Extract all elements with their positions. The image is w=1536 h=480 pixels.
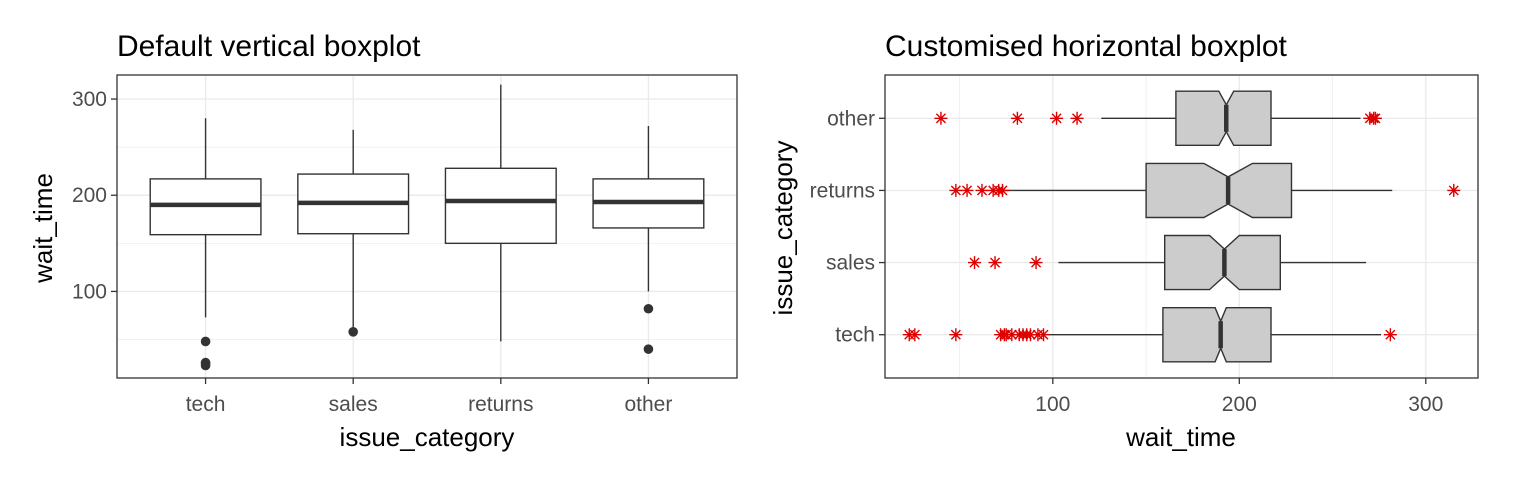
chart-title: Customised horizontal boxplot (885, 30, 1288, 63)
outlier-point (968, 256, 982, 270)
axis-ticks: 100 200 300 tech sales returns other (72, 88, 672, 416)
outlier-point (643, 303, 654, 314)
box-returns (949, 162, 1461, 219)
outlier-point (348, 327, 358, 337)
outlier-point (200, 357, 211, 368)
outlier-point (1368, 111, 1382, 125)
y-tick-label: other (827, 107, 875, 130)
y-axis-title: wait_time (28, 173, 58, 284)
chart-title: Default vertical boxplot (117, 30, 421, 63)
y-tick-label: 200 (72, 184, 107, 207)
box-marks (149, 84, 705, 371)
box-other (592, 125, 705, 354)
outlier-point (995, 183, 1009, 197)
x-tick-label: 100 (1035, 393, 1070, 416)
x-tick-label: returns (468, 393, 533, 416)
outlier-point (1029, 256, 1043, 270)
outlier-point (200, 336, 211, 347)
box-body (444, 167, 557, 245)
y-tick-label: 300 (72, 88, 107, 111)
y-tick-label: 100 (72, 280, 107, 303)
outlier-point (960, 183, 974, 197)
outlier-point (975, 183, 989, 197)
y-tick-label: sales (826, 252, 875, 275)
x-tick-label: 200 (1222, 393, 1257, 416)
x-tick-label: tech (186, 393, 226, 416)
vertical-boxplot-chart: Default vertical boxplot 100 200 300 tech sa… (28, 30, 738, 452)
box-sales (297, 129, 410, 337)
x-tick-label: 300 (1408, 393, 1443, 416)
box-returns (444, 84, 557, 342)
notched-box-body (1162, 307, 1272, 363)
y-axis-title: issue_category (768, 141, 798, 316)
horizontal-boxplot-chart: Customised horizontal boxplot 100 200 300 o… (768, 30, 1479, 452)
panel-border (116, 74, 738, 379)
box-marks (902, 90, 1461, 363)
outlier-point (949, 183, 963, 197)
outlier-point (1070, 111, 1084, 125)
outlier-point (988, 256, 1002, 270)
y-tick-label: returns (810, 179, 875, 202)
outlier-point (1010, 111, 1024, 125)
notched-box-body (1145, 162, 1293, 219)
box-other (934, 90, 1382, 147)
notched-box-body (1175, 90, 1272, 147)
y-tick-label: tech (835, 324, 875, 347)
outlier-point (1023, 328, 1037, 342)
panel-border (884, 74, 1479, 379)
x-tick-label: sales (329, 393, 378, 416)
box-tech (902, 307, 1397, 363)
outlier-point (1447, 183, 1461, 197)
outlier-point (1050, 111, 1064, 125)
outlier-point (908, 328, 922, 342)
x-axis-title: issue_category (340, 422, 515, 452)
outlier-point (1383, 328, 1397, 342)
outlier-point (949, 328, 963, 342)
box-sales (968, 234, 1367, 291)
x-axis-title: wait_time (1125, 422, 1236, 452)
outlier-point (934, 111, 948, 125)
axis-ticks: 100 200 300 other returns sales tech (810, 107, 1444, 416)
x-tick-label: other (624, 393, 672, 416)
outlier-point (643, 344, 654, 354)
box-tech (149, 118, 262, 371)
outlier-point (1037, 328, 1051, 342)
outlier-point (1005, 328, 1019, 342)
